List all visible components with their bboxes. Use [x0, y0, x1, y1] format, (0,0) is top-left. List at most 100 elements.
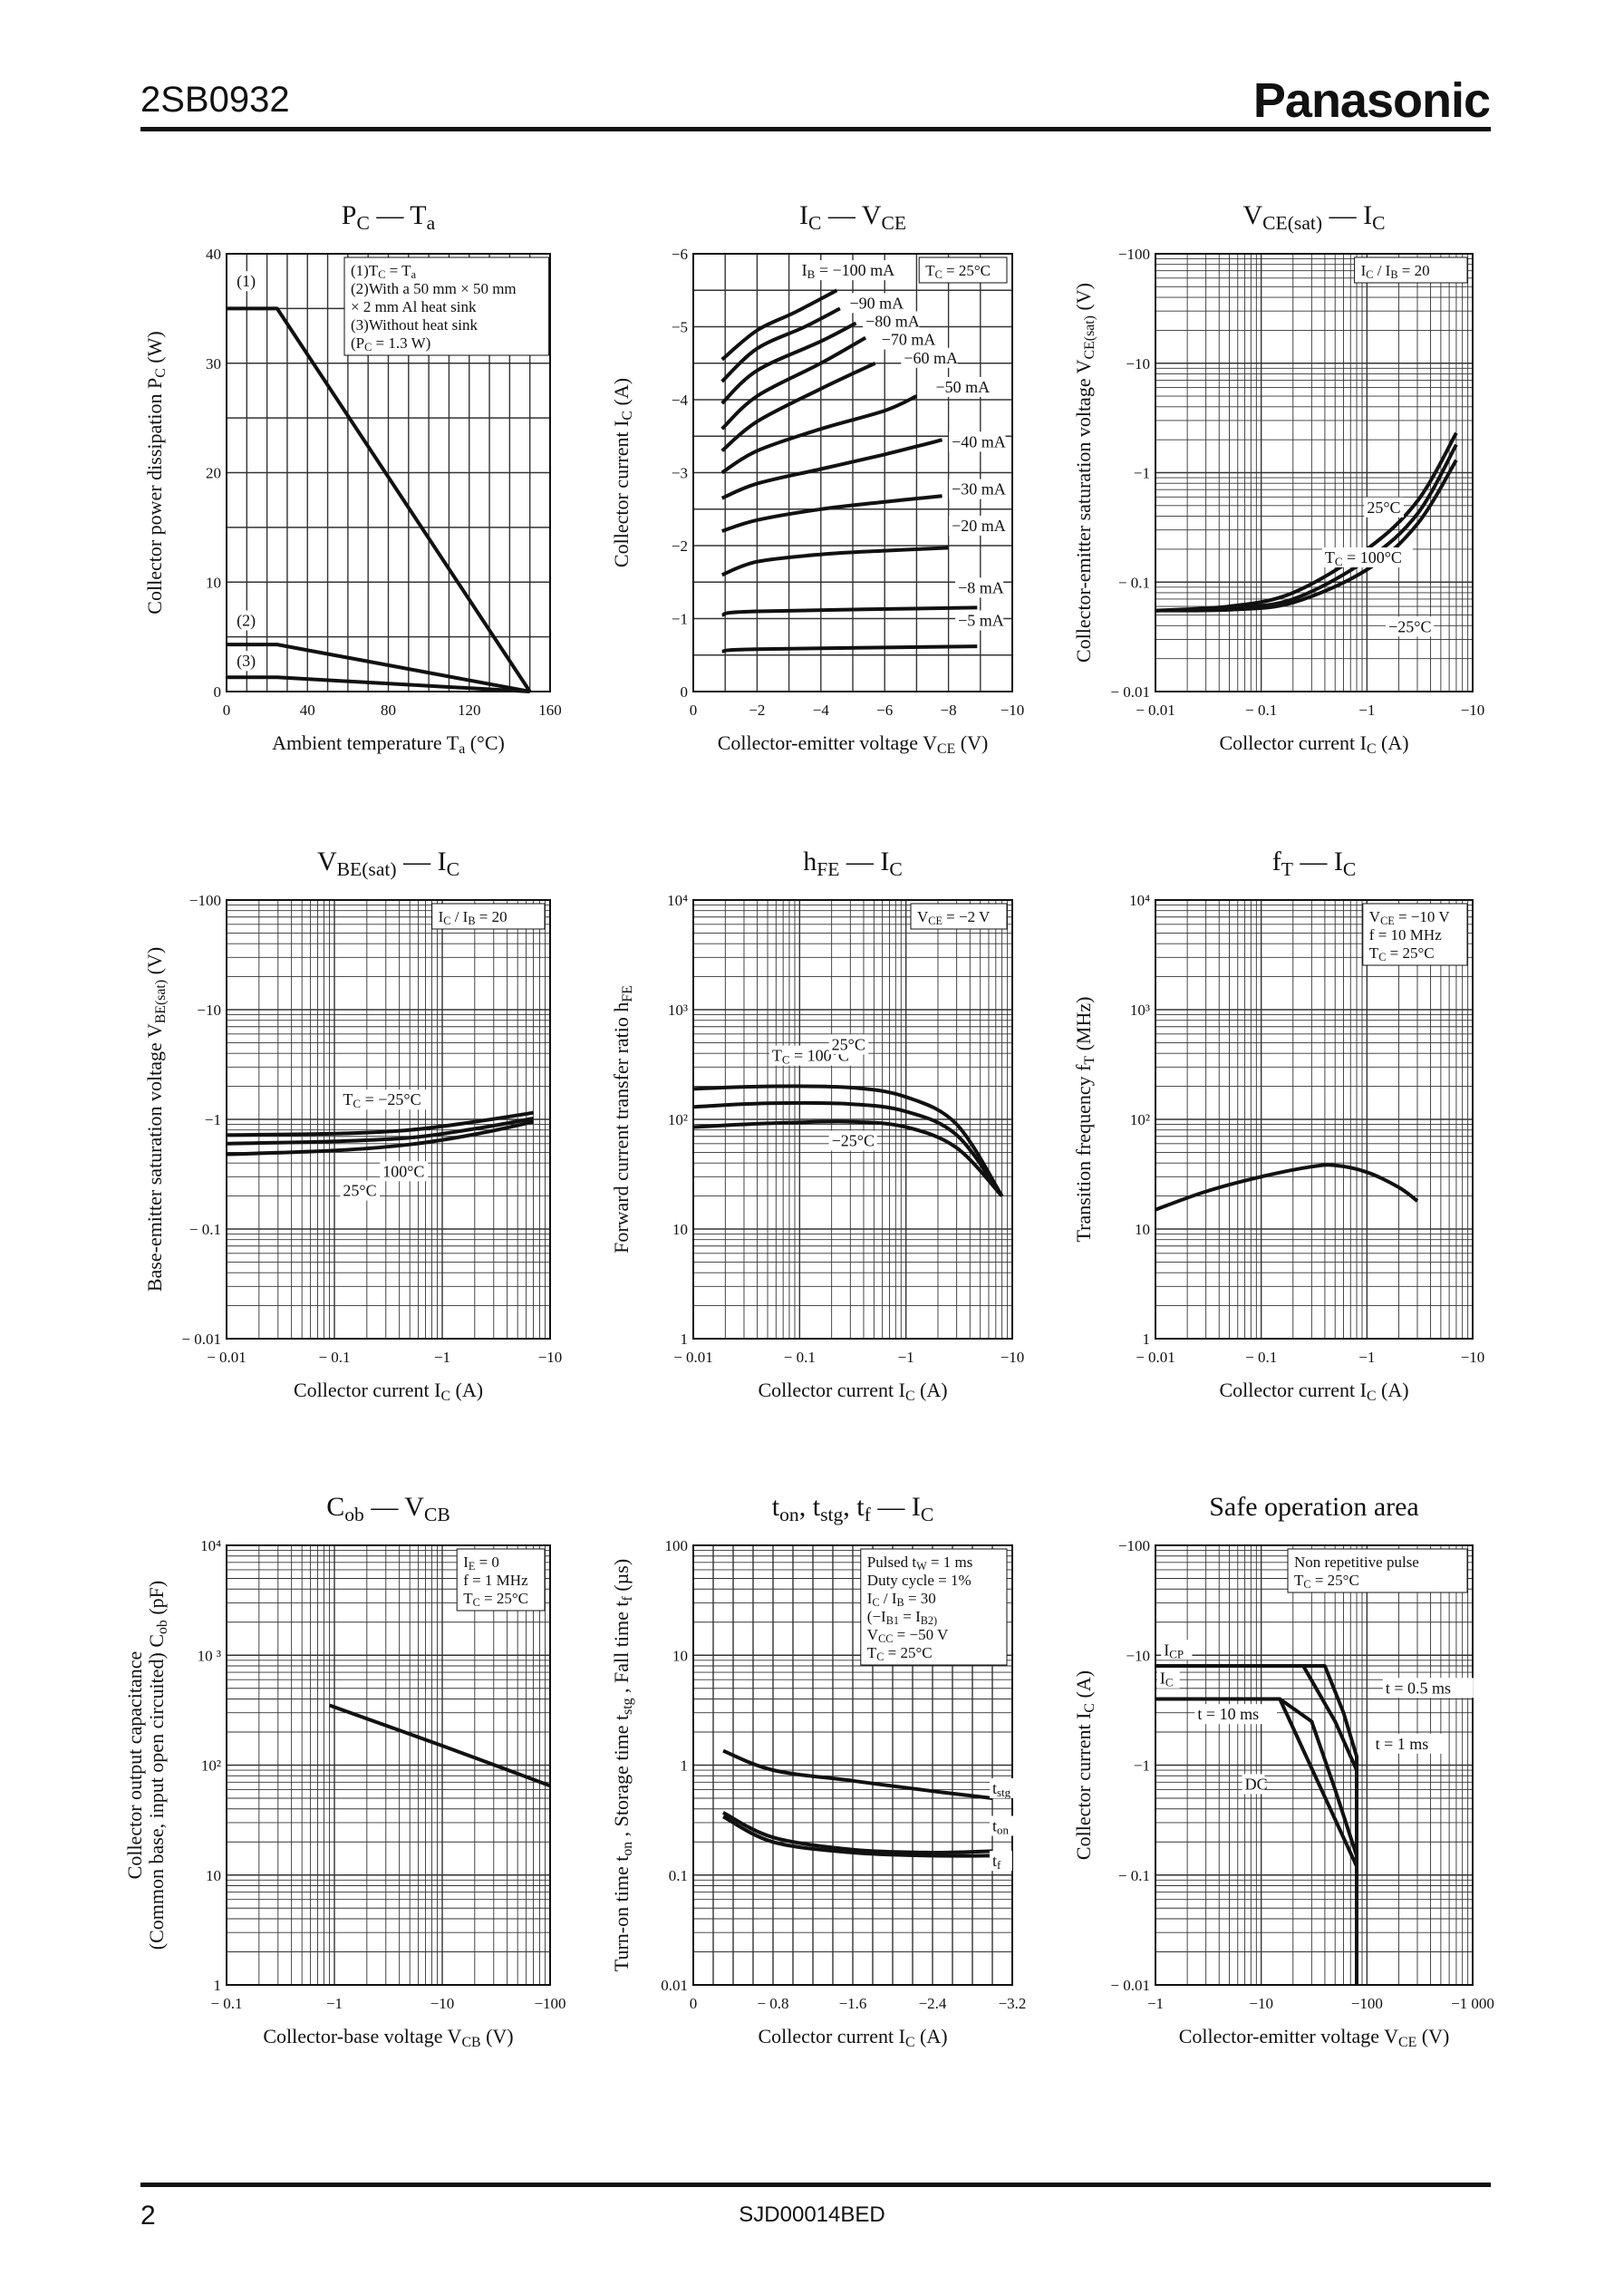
- footer-rule: [140, 2183, 1491, 2187]
- ic-vce-x-tick-label: −8: [941, 702, 957, 719]
- pc-ta-y-tick-label: 20: [206, 465, 221, 482]
- ic-vce-x-tick-label: 0: [690, 702, 698, 719]
- ton-ic-y-tick-label: 10: [672, 1647, 688, 1664]
- ton-ic-legend-line: TC = 25°C: [867, 1644, 933, 1663]
- hfe-ic-y-axis-label: Forward current transfer ratio hFE: [610, 985, 635, 1253]
- ton-ic-annotation-bg: [990, 1815, 1021, 1836]
- cob-vcb-y-tick-label: 10 ³: [198, 1647, 221, 1664]
- soa-y-tick-label: −1: [1134, 1757, 1150, 1775]
- ton-ic-x-tick-label: −2.4: [919, 1995, 947, 2012]
- soa-annotation-bg: [1382, 1678, 1474, 1699]
- ic-vce-series-8-ma: [721, 605, 978, 617]
- vbesat-ic-annotation-bg: [380, 1161, 429, 1182]
- hfe-ic-y-tick-label: 10³: [668, 1002, 688, 1019]
- pc-ta-legend-line: × 2 mm Al heat sink: [351, 298, 477, 315]
- pc-ta-y-tick-label: 40: [206, 246, 221, 263]
- soa-y-tick-label: − 0.01: [1110, 1977, 1150, 1994]
- ic-vce-annotation: −60 mA: [904, 349, 958, 367]
- ton-ic-annotation: tf: [992, 1852, 1001, 1872]
- ic-vce-annotation: −30 mA: [952, 480, 1006, 498]
- soa-annotation: DC: [1245, 1775, 1268, 1793]
- hfe-ic-y-tick-label: 10: [672, 1221, 688, 1238]
- soa-annotation-bg: [1194, 1704, 1278, 1725]
- ic-vce-y-tick-label: 0: [681, 683, 689, 701]
- ton-ic-series-t-stg: [722, 1748, 993, 1800]
- vcesat-ic-annotation: −25°C: [1388, 617, 1431, 635]
- pc-ta-annotation: (1): [237, 272, 256, 291]
- ic-vce-frame: [692, 253, 1013, 692]
- ton-ic-legend-line: (−IB1 = IB2): [867, 1608, 937, 1627]
- ic-vce-annotation: IB = −100 mA: [802, 261, 894, 281]
- ic-vce-series-90-ma: [720, 306, 841, 383]
- ton-ic-x-tick-label: −1.6: [839, 1995, 867, 2012]
- pc-ta-x-tick-label: 120: [458, 702, 481, 719]
- ic-vce-annotation-bg: [846, 293, 904, 314]
- vbesat-ic-annotation: TC = −25°C: [343, 1090, 420, 1110]
- vbesat-ic-x-axis-label: Collector current IC (A): [294, 1379, 483, 1404]
- hfe-ic-x-tick-label: −10: [1000, 1349, 1025, 1366]
- ic-vce-series-70-ma: [720, 335, 867, 431]
- pc-ta-legend-line: (2)With a 50 mm × 50 mm: [351, 280, 517, 297]
- vcesat-ic-legend-box: [1354, 257, 1468, 284]
- soa-x-tick-label: −10: [1249, 1995, 1273, 2012]
- hfe-ic-x-tick-label: − 0.1: [784, 1349, 816, 1366]
- ic-vce-y-tick-label: −3: [672, 465, 688, 482]
- cob-vcb-frame: [226, 1544, 551, 1986]
- ic-vce-annotation: −90 mA: [849, 294, 904, 312]
- vbesat-ic-y-tick-label: −1: [205, 1111, 221, 1128]
- vbesat-ic-y-tick-label: −10: [197, 1002, 221, 1019]
- pc-ta-y-tick-label: 10: [206, 574, 221, 591]
- vcesat-ic-frame: [1155, 253, 1474, 692]
- vcesat-ic-annotation-bg: [1364, 497, 1404, 518]
- hfe-ic-legend-box: [910, 903, 1008, 930]
- hfe-ic-series-25-c: [692, 1119, 1004, 1197]
- vbesat-ic-x-tick-label: − 0.1: [318, 1349, 350, 1366]
- pc-ta-annotation: (3): [237, 652, 256, 671]
- vbesat-ic-x-tick-label: −1: [434, 1349, 450, 1366]
- cob-vcb-legend-line: IE = 0: [463, 1554, 499, 1573]
- hfe-ic-frame: [692, 899, 1013, 1340]
- soa-legend-box: [1287, 1548, 1468, 1593]
- soa-y-tick-label: −100: [1118, 1537, 1150, 1554]
- ft-ic-x-tick-label: − 0.01: [1136, 1349, 1175, 1366]
- cob-vcb-y-axis-label: (Common base, input open circuited) Cob …: [145, 1581, 170, 1950]
- ft-ic-y-tick-label: 1: [1143, 1331, 1151, 1348]
- soa-annotation: ICP: [1164, 1641, 1184, 1660]
- ft-ic-legend-line: VCE = −10 V: [1369, 908, 1451, 927]
- soa-annotation-bg: [1242, 1774, 1265, 1795]
- ic-vce-series-20-ma: [720, 546, 949, 577]
- cob-vcb-x-tick-label: −1: [326, 1995, 343, 2012]
- pc-ta-frame: [226, 253, 551, 692]
- ic-vce-series-50-ma: [720, 394, 918, 475]
- vbesat-ic-annotation-bg: [340, 1089, 431, 1110]
- ic-vce-annotation-bg: [955, 610, 1004, 631]
- vbesat-ic-annotation-bg: [340, 1180, 381, 1201]
- ft-ic-y-tick-label: 10²: [1130, 1111, 1150, 1128]
- cob-vcb-y-axis-label: Collector output capacitance: [123, 1651, 146, 1880]
- soa-x-axis-label: Collector-emitter voltage VCE (V): [1179, 2025, 1450, 2050]
- ton-ic-series-t-on: [722, 1811, 993, 1855]
- pc-ta-y-tick-label: 0: [214, 683, 222, 701]
- vcesat-ic-annotation-bg: [1386, 616, 1435, 637]
- hfe-ic-annotation-bg: [828, 1130, 877, 1151]
- ic-vce-annotation-bg: [863, 311, 920, 332]
- vcesat-ic-x-axis-label: Collector current IC (A): [1219, 731, 1408, 757]
- ton-ic-y-tick-label: 1: [681, 1757, 689, 1775]
- vbesat-ic-x-tick-label: −10: [538, 1349, 563, 1366]
- cob-vcb-y-tick-label: 1: [214, 1977, 222, 1994]
- hfe-ic-x-tick-label: −1: [898, 1349, 914, 1366]
- ic-vce-annotation-bg: [933, 376, 990, 397]
- vcesat-ic-annotation-bg: [1321, 547, 1413, 567]
- ic-vce-annotation-bg: [955, 577, 1004, 598]
- soa-annotation: t = 10 ms: [1197, 1705, 1259, 1723]
- ton-ic-x-tick-label: 0: [690, 1995, 698, 2012]
- ic-vce-y-tick-label: −4: [672, 392, 689, 409]
- ic-vce-legend-box: [918, 257, 1008, 284]
- soa-legend-line: TC = 25°C: [1294, 1572, 1359, 1591]
- cob-vcb-x-tick-label: −100: [534, 1995, 566, 2012]
- ton-ic-legend-box: [860, 1548, 1008, 1666]
- ton-ic-x-axis-label: Collector current IC (A): [758, 2025, 947, 2050]
- ic-vce-annotation: −80 mA: [865, 313, 920, 331]
- ic-vce-annotation: −8 mA: [958, 578, 1004, 596]
- ft-ic-legend-box: [1362, 903, 1468, 966]
